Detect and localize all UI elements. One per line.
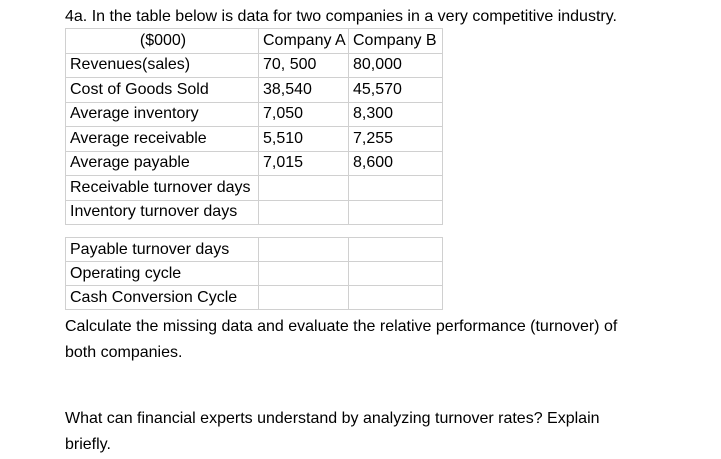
value-cell-company-a: 70, 500 [258, 52, 349, 78]
company-a-header-cell: Company A [258, 28, 349, 54]
row-label: Operating cycle [65, 261, 259, 286]
value-cell-company-b: 7,255 [348, 126, 443, 152]
table-row-revenues: Revenues(sales) 70, 500 80,000 [65, 52, 443, 78]
row-label: Cost of Goods Sold [65, 77, 259, 103]
answer-cell-company-a[interactable] [258, 199, 349, 225]
company-b-header-cell: Company B [348, 28, 443, 54]
value-cell-company-b: 45,570 [348, 77, 443, 103]
row-label: Inventory turnover days [65, 199, 259, 225]
row-label: Receivable turnover days [65, 175, 259, 201]
answer-cell-company-b[interactable] [348, 199, 443, 225]
value-cell-company-a: 7,050 [258, 101, 349, 127]
answer-cell-company-b[interactable] [348, 285, 443, 310]
table-row-operating-cycle: Operating cycle [65, 261, 443, 286]
value-cell-company-a: 7,015 [258, 150, 349, 176]
row-label: Cash Conversion Cycle [65, 285, 259, 310]
answer-cell-company-b[interactable] [348, 175, 443, 201]
financial-data-table-upper: ($000) Company A Company B Revenues(sale… [65, 28, 443, 225]
financial-data-table-lower: Payable turnover days Operating cycle Ca… [65, 237, 443, 310]
table-header-row: ($000) Company A Company B [65, 28, 443, 54]
table-row-avg-inventory: Average inventory 7,050 8,300 [65, 101, 443, 127]
answer-cell-company-a[interactable] [258, 237, 349, 262]
answer-cell-company-a[interactable] [258, 285, 349, 310]
value-cell-company-a: 38,540 [258, 77, 349, 103]
row-label: Payable turnover days [65, 237, 259, 262]
table-row-avg-payable: Average payable 7,015 8,600 [65, 150, 443, 176]
row-label: Average payable [65, 150, 259, 176]
table-row-cash-conversion-cycle: Cash Conversion Cycle [65, 285, 443, 310]
answer-cell-company-a[interactable] [258, 175, 349, 201]
table-row-cogs: Cost of Goods Sold 38,540 45,570 [65, 77, 443, 103]
row-label: Average receivable [65, 126, 259, 152]
unit-header-cell: ($000) [65, 28, 259, 54]
value-cell-company-b: 80,000 [348, 52, 443, 78]
instruction-text: Calculate the missing data and evaluate … [65, 318, 618, 361]
value-cell-company-b: 8,300 [348, 101, 443, 127]
value-cell-company-a: 5,510 [258, 126, 349, 152]
value-cell-company-b: 8,600 [348, 150, 443, 176]
answer-cell-company-b[interactable] [348, 261, 443, 286]
answer-cell-company-a[interactable] [258, 261, 349, 286]
table-row-payable-turnover: Payable turnover days [65, 237, 443, 262]
row-label: Average inventory [65, 101, 259, 127]
table-row-inventory-turnover: Inventory turnover days [65, 199, 443, 225]
row-label: Revenues(sales) [65, 52, 259, 78]
answer-cell-company-b[interactable] [348, 237, 443, 262]
question-heading: 4a. In the table below is data for two c… [65, 8, 617, 25]
table-row-receivable-turnover: Receivable turnover days [65, 175, 443, 201]
question-text: What can financial experts understand by… [65, 410, 600, 453]
table-row-avg-receivable: Average receivable 5,510 7,255 [65, 126, 443, 152]
